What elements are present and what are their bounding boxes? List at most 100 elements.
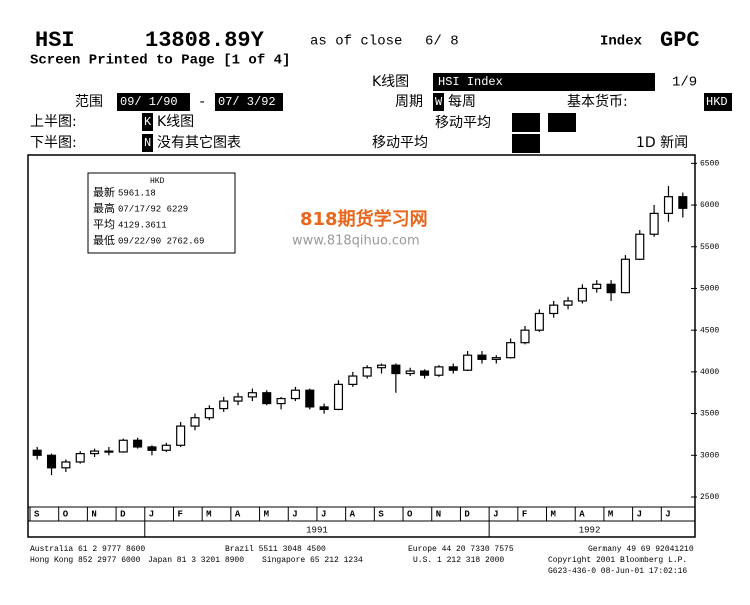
candle-body bbox=[434, 366, 444, 376]
x-tick-label: M bbox=[264, 509, 269, 519]
candle-body bbox=[448, 366, 458, 371]
x-tick-label: J bbox=[292, 509, 297, 519]
x-tick-label: A bbox=[235, 509, 241, 519]
candle-body bbox=[75, 453, 85, 463]
candle-body bbox=[520, 329, 530, 344]
field bbox=[548, 113, 576, 132]
x-tick-label: F bbox=[522, 509, 527, 519]
range-label: 范围 bbox=[75, 93, 103, 110]
y-tick-label: 4000 bbox=[700, 368, 719, 377]
y-tick-label: 6000 bbox=[700, 201, 719, 210]
x-tick-label: N bbox=[91, 509, 96, 519]
info-key: 最新 bbox=[93, 185, 115, 199]
footer-text: Australia 61 2 9777 8600 bbox=[30, 545, 145, 554]
candle-body bbox=[118, 439, 128, 453]
x-tick-label: O bbox=[407, 509, 413, 519]
candle-body bbox=[104, 450, 114, 453]
candle-body bbox=[362, 367, 372, 377]
x-tick-label: N bbox=[436, 509, 441, 519]
x-tick-label: F bbox=[177, 509, 182, 519]
info-value: 4129.3611 bbox=[118, 220, 167, 230]
y-tick-label: 3000 bbox=[700, 451, 719, 460]
candle-body bbox=[663, 196, 674, 214]
upper: K线图 bbox=[157, 114, 194, 130]
ticker: HSI bbox=[35, 28, 75, 53]
candle-body bbox=[32, 449, 42, 456]
period: 每周 bbox=[448, 94, 476, 110]
watermark-title: 818期货学习网 bbox=[300, 208, 428, 230]
upper-label: 上半图: bbox=[30, 114, 77, 130]
candle-body bbox=[46, 454, 57, 469]
x-tick-label: J bbox=[493, 509, 498, 519]
ma-label: 移动平均 bbox=[372, 135, 428, 151]
field bbox=[215, 93, 283, 111]
y-tick-label: 2500 bbox=[700, 493, 719, 502]
x-tick-label: D bbox=[464, 509, 470, 519]
range-dash: - bbox=[198, 95, 206, 111]
x-tick-label: D bbox=[120, 509, 126, 519]
footer: Australia 61 2 9777 8600 Brazil 5511 3048… bbox=[30, 545, 694, 576]
field bbox=[433, 73, 655, 91]
x-tick-label: O bbox=[63, 509, 69, 519]
candle-body bbox=[420, 370, 430, 376]
field bbox=[512, 113, 540, 132]
x-tick-label: S bbox=[378, 509, 384, 519]
printed-note: Screen Printed to Page [1 of 4] bbox=[30, 53, 290, 69]
candle-body bbox=[405, 370, 415, 375]
info-key: 最低 bbox=[93, 234, 115, 247]
range-end: 07/ 3/92 bbox=[218, 95, 276, 109]
candle-body bbox=[333, 383, 344, 411]
y-tick-label: 4500 bbox=[700, 326, 719, 335]
candle-body bbox=[391, 364, 401, 375]
candle-body bbox=[491, 357, 501, 360]
x-tick-label: J bbox=[637, 509, 642, 519]
y-tick-label: 5500 bbox=[700, 243, 719, 252]
as-of: as of close bbox=[310, 34, 402, 50]
field bbox=[433, 93, 444, 111]
candle-body bbox=[506, 342, 516, 359]
date: 6/ 8 bbox=[425, 34, 459, 50]
security: HSI Index bbox=[438, 75, 503, 89]
candle-body bbox=[161, 444, 171, 451]
footer-text: Brazil 5511 3048 4500 bbox=[225, 545, 326, 554]
footer-text: Germany 49 69 92041210 bbox=[588, 545, 694, 554]
info-value: 5961.18 bbox=[118, 188, 156, 198]
y-tick-label: 6500 bbox=[700, 159, 719, 168]
candle-body bbox=[592, 283, 602, 290]
index-label: Index bbox=[600, 34, 643, 50]
footer-text: Europe 44 20 7330 7575 bbox=[408, 545, 514, 554]
x-tick-label: M bbox=[551, 509, 556, 519]
currency: HKD bbox=[706, 95, 728, 109]
info-currency: HKD bbox=[150, 177, 165, 186]
candle-body bbox=[635, 233, 645, 260]
footer-text: Japan 81 3 3201 8900 bbox=[148, 556, 244, 565]
x-tick-label: J bbox=[665, 509, 670, 519]
period-code: W bbox=[435, 95, 443, 109]
footer-text: U.S. 1 212 318 2000 bbox=[413, 556, 504, 565]
candle-body bbox=[247, 392, 257, 398]
y-tick-label: 3500 bbox=[700, 410, 719, 419]
chart-frame bbox=[27, 154, 696, 538]
candle-body bbox=[534, 312, 544, 331]
field bbox=[512, 134, 540, 153]
candle-body bbox=[176, 425, 186, 446]
info-key: 平均 bbox=[93, 218, 115, 231]
x-tick-label: M bbox=[206, 509, 211, 519]
candle-body bbox=[577, 287, 587, 302]
candle-body bbox=[549, 304, 559, 315]
candle-body bbox=[606, 283, 616, 294]
x-tick-label: M bbox=[608, 509, 613, 519]
candle-body bbox=[262, 392, 272, 405]
year-label: 1992 bbox=[579, 525, 601, 535]
candle-body bbox=[61, 461, 71, 469]
x-tick-label: A bbox=[350, 509, 356, 519]
x-tick-label: S bbox=[34, 509, 40, 519]
y-tick-label: 5000 bbox=[700, 285, 719, 294]
field bbox=[704, 93, 732, 111]
price: 13808.89Y bbox=[145, 28, 265, 53]
watermark-url: www.818qihuo.com bbox=[292, 234, 420, 249]
lower-label: 下半图: bbox=[30, 135, 77, 151]
function: GPC bbox=[660, 28, 700, 53]
x-tick-label: J bbox=[149, 509, 154, 519]
